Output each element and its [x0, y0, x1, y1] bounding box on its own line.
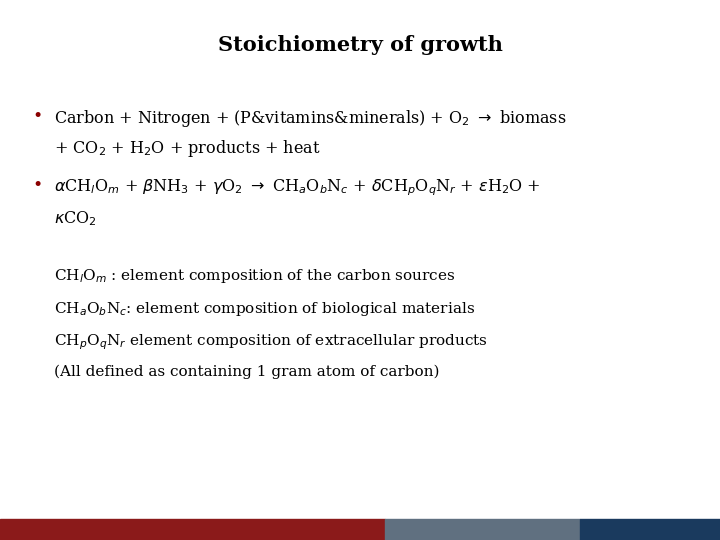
Text: $\alpha$CH$_l$O$_m$ + $\beta$NH$_3$ + $\gamma$O$_2$ $\rightarrow$ CH$_a$O$_b$N$_: $\alpha$CH$_l$O$_m$ + $\beta$NH$_3$ + $\…: [54, 177, 541, 198]
Text: Stoichiometry of growth: Stoichiometry of growth: [217, 35, 503, 55]
Text: •: •: [32, 108, 42, 125]
Text: CH$_a$O$_b$N$_c$: element composition of biological materials: CH$_a$O$_b$N$_c$: element composition of…: [54, 300, 475, 318]
Text: Carbon + Nitrogen + (P&vitamins&minerals) + O$_2$ $\rightarrow$ biomass: Carbon + Nitrogen + (P&vitamins&minerals…: [54, 108, 567, 129]
Bar: [385, 519, 580, 540]
Bar: [580, 519, 720, 540]
Text: (All defined as containing 1 gram atom of carbon): (All defined as containing 1 gram atom o…: [54, 364, 439, 379]
Text: + CO$_2$ + H$_2$O + products + heat: + CO$_2$ + H$_2$O + products + heat: [54, 138, 320, 159]
Text: $\kappa$CO$_2$: $\kappa$CO$_2$: [54, 209, 97, 228]
Text: •: •: [32, 177, 42, 194]
Text: CH$_p$O$_q$N$_r$ element composition of extracellular products: CH$_p$O$_q$N$_r$ element composition of …: [54, 332, 488, 352]
Bar: [0, 519, 385, 540]
Text: CH$_l$O$_m$ : element composition of the carbon sources: CH$_l$O$_m$ : element composition of the…: [54, 267, 456, 285]
